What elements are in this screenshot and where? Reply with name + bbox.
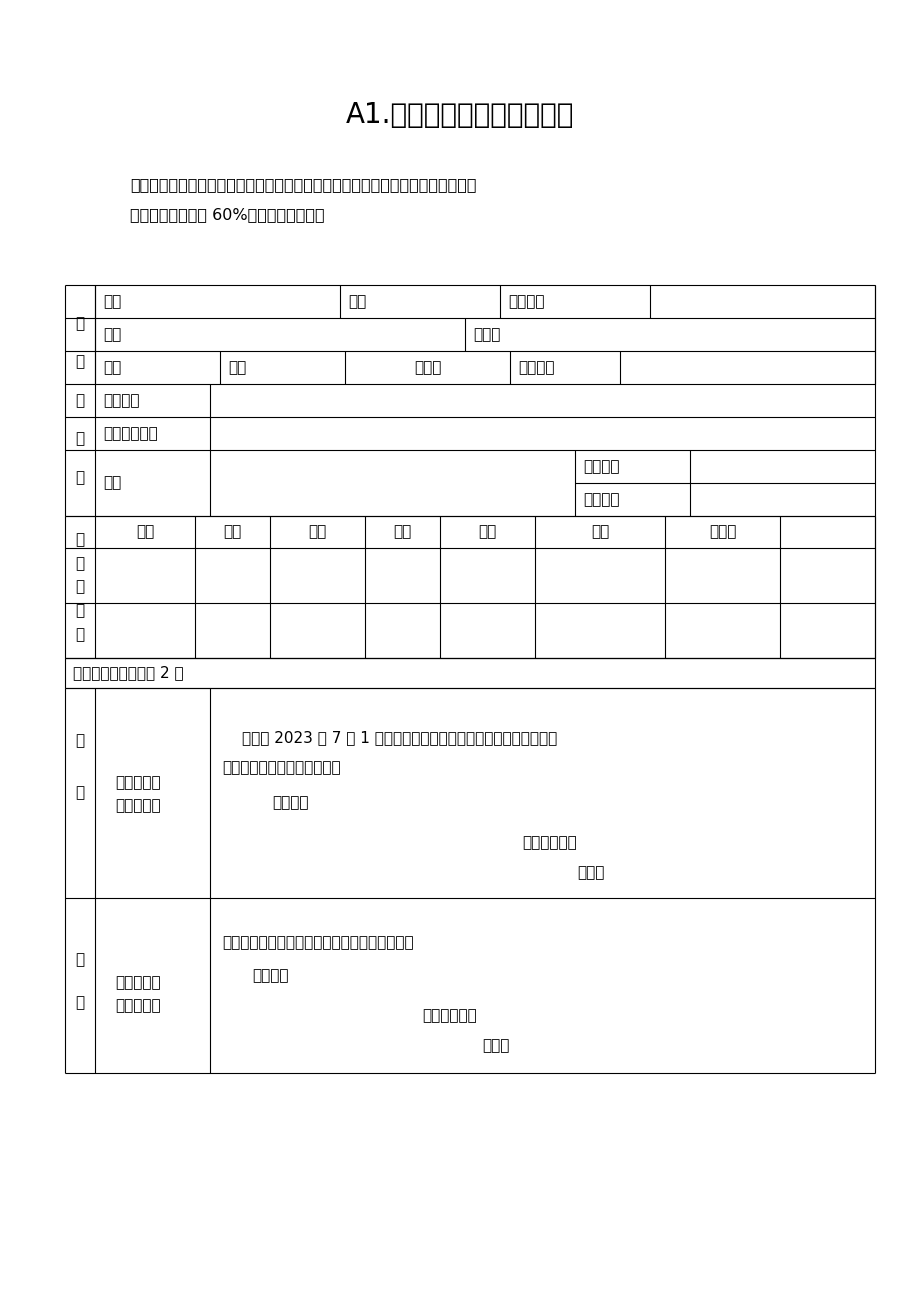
- Text: 合: 合: [75, 532, 85, 548]
- Text: 毕业论文题目: 毕业论文题目: [103, 425, 157, 441]
- Text: 理人员意见: 理人员意见: [115, 799, 161, 813]
- Text: 现学历: 现学历: [472, 327, 500, 342]
- Text: 定: 定: [75, 995, 85, 1011]
- Text: 教务员签名：: 教务员签名：: [521, 835, 576, 851]
- Text: 者: 者: [75, 393, 85, 409]
- Text: 专业: 专业: [103, 360, 121, 375]
- Text: 备注：合作者不超过 2 人: 备注：合作者不超过 2 人: [73, 666, 184, 680]
- Text: 况: 况: [75, 470, 85, 485]
- Text: 者: 者: [75, 579, 85, 595]
- Text: 说明：必须由申报者本人按要求填写，申报者情况栏内必须填写个人作品的第一作: 说明：必须由申报者本人按要求填写，申报者情况栏内必须填写个人作品的第一作: [130, 177, 476, 193]
- Text: 口是口否: 口是口否: [252, 968, 289, 984]
- Text: 联系手机: 联系手机: [583, 492, 618, 507]
- Text: 学历: 学历: [393, 524, 411, 540]
- Text: 报: 报: [75, 354, 85, 369]
- Text: 学制年: 学制年: [414, 360, 441, 375]
- Text: 负责人签名：: 负责人签名：: [422, 1008, 476, 1024]
- Text: 学院: 学院: [590, 524, 608, 540]
- Text: 情: 情: [75, 604, 85, 618]
- Text: 或导师意见: 或导师意见: [115, 998, 161, 1013]
- Text: 学院: 学院: [103, 327, 121, 342]
- Text: 专业: 专业: [478, 524, 496, 540]
- Text: 学号: 学号: [308, 524, 326, 540]
- Text: 资: 资: [75, 732, 85, 748]
- Text: 认: 认: [75, 952, 85, 967]
- Text: 况: 况: [75, 627, 85, 641]
- Text: 手机号: 手机号: [708, 524, 735, 540]
- Text: 学生藉本科生和硕士研究生。: 学生藉本科生和硕士研究生。: [221, 761, 340, 775]
- Text: A1.申报者情况（个人项目）: A1.申报者情况（个人项目）: [346, 101, 573, 129]
- Text: 作: 作: [75, 556, 85, 571]
- Text: 口是口否: 口是口否: [272, 795, 308, 811]
- Text: 姓名: 姓名: [136, 524, 154, 540]
- Text: 性别: 性别: [223, 524, 242, 540]
- Text: 邮政编码: 邮政编码: [583, 459, 618, 474]
- Text: 作品全称: 作品全称: [103, 393, 140, 409]
- Text: 性别: 性别: [347, 294, 366, 310]
- Text: 学院负责人: 学院负责人: [115, 976, 161, 990]
- Text: 申: 申: [75, 316, 85, 330]
- Text: 地址: 地址: [103, 475, 121, 490]
- Text: 姓名: 姓名: [103, 294, 121, 310]
- Text: 者（承担申报作品 60%以上的工作者）；: 者（承担申报作品 60%以上的工作者）；: [130, 207, 324, 222]
- Text: 本作品是否为课外学术科技或社会实践活动成果: 本作品是否为课外学术科技或社会实践活动成果: [221, 935, 414, 951]
- Text: 学院学籍管: 学院学籍管: [115, 775, 161, 791]
- Text: 出生年月: 出生年月: [507, 294, 544, 310]
- Text: 入学时间: 入学时间: [517, 360, 554, 375]
- Text: 是否为 2023 年 7 月 1 日前正式注册在校的全日制非成人教育的中国: 是否为 2023 年 7 月 1 日前正式注册在校的全日制非成人教育的中国: [242, 730, 557, 745]
- Text: 格: 格: [75, 786, 85, 800]
- Text: 学号: 学号: [228, 360, 246, 375]
- Text: 年月日: 年月日: [576, 865, 604, 881]
- Text: 年月日: 年月日: [482, 1038, 509, 1054]
- Text: 情: 情: [75, 432, 85, 446]
